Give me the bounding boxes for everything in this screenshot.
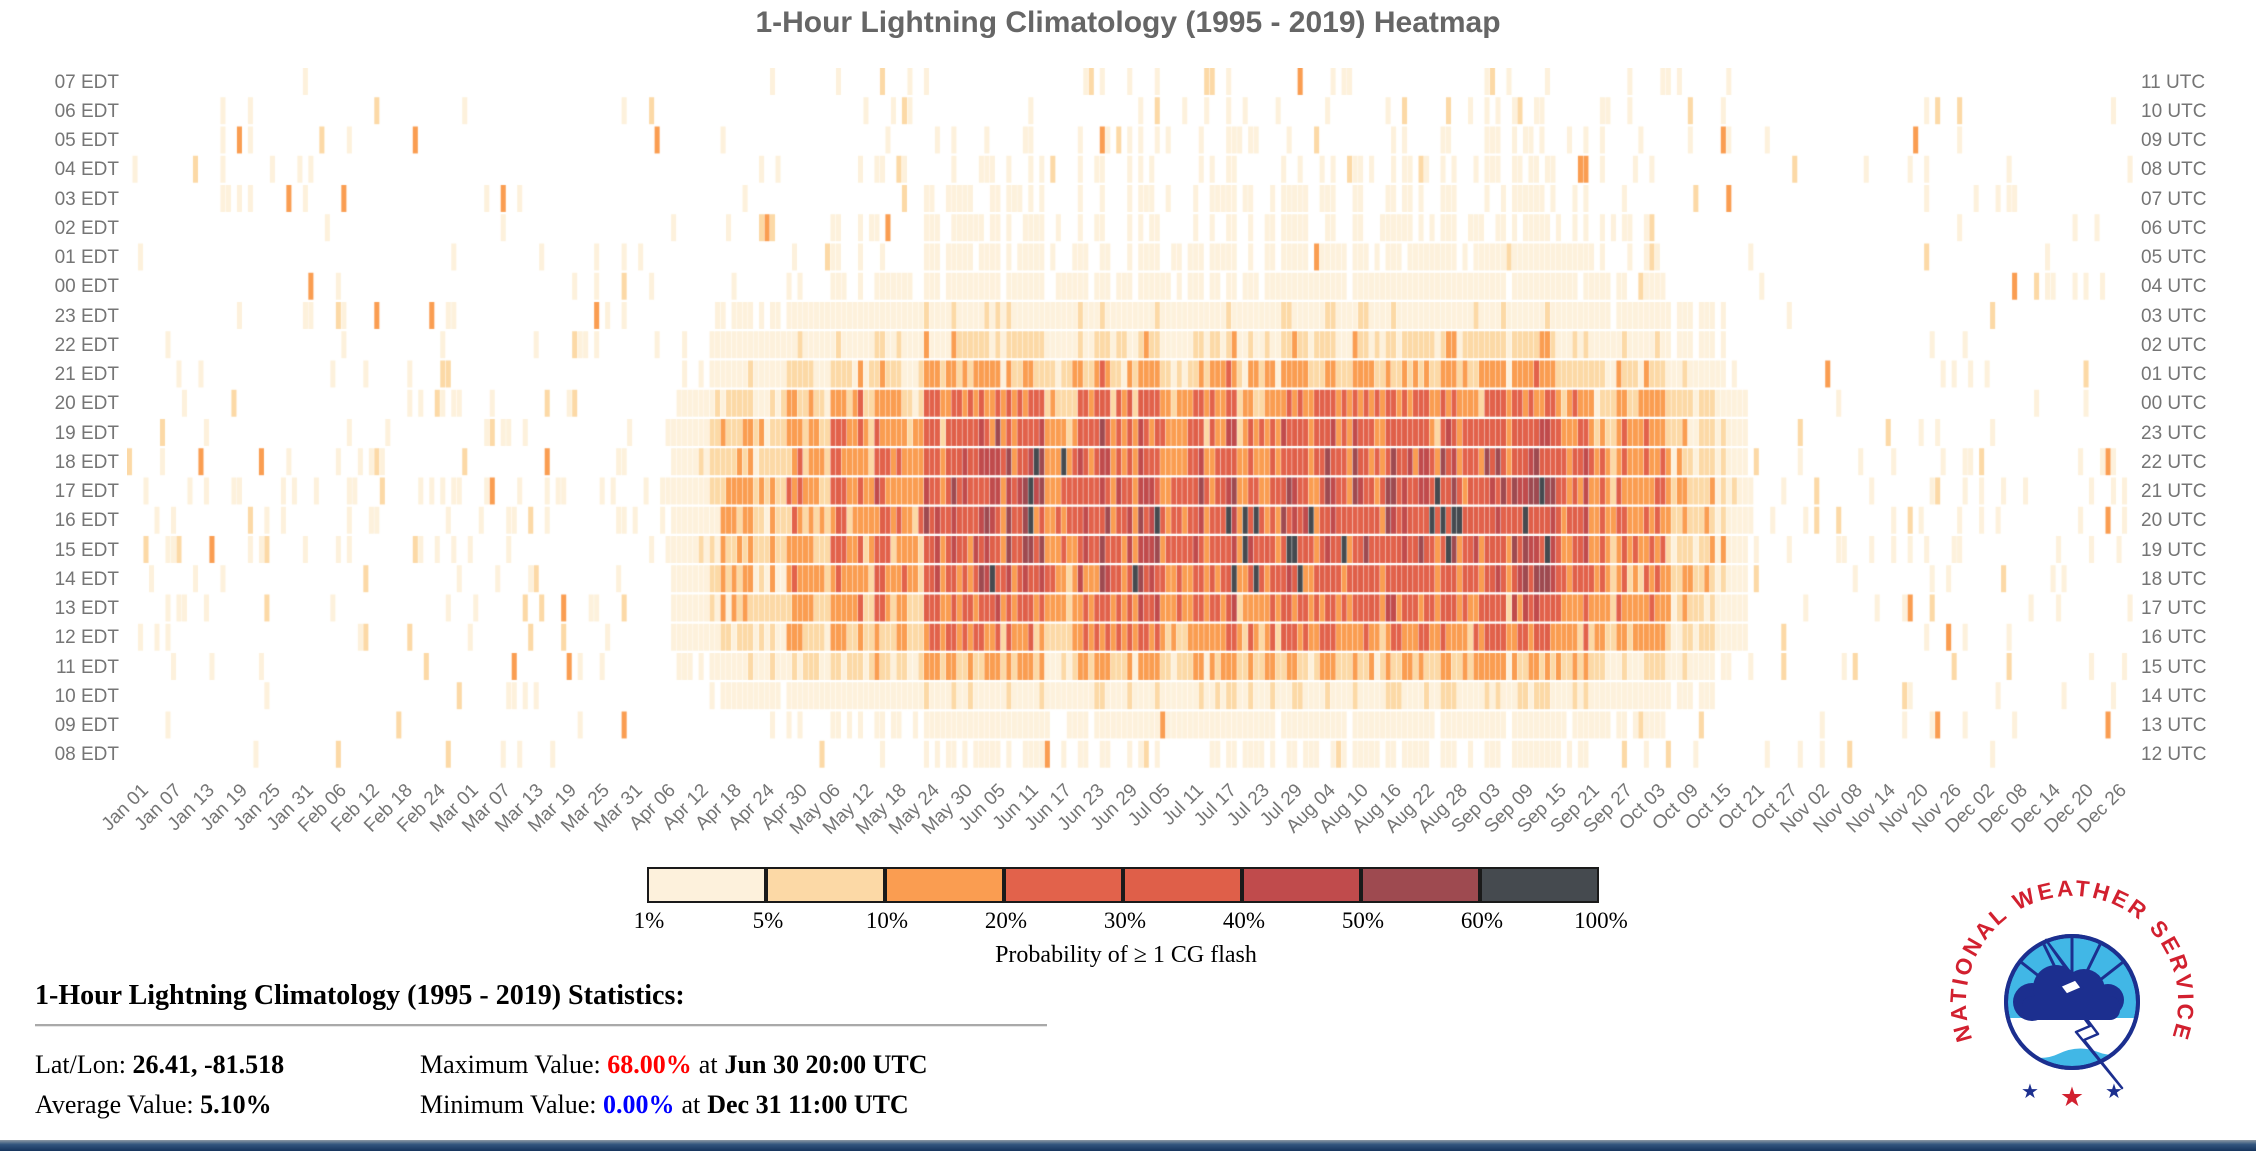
min-time: Dec 31 11:00 UTC [707, 1090, 909, 1119]
y-axis-label-utc: 03 UTC [2141, 305, 2207, 327]
y-axis-label-edt: 21 EDT [54, 364, 119, 386]
y-axis-label-edt: 14 EDT [54, 568, 119, 590]
legend-threshold-label: 100% [1574, 908, 1628, 933]
logo-star-right: ★ [2105, 1081, 2123, 1103]
y-axis-label-utc: 02 UTC [2141, 334, 2207, 356]
legend-threshold-label: 50% [1341, 908, 1385, 933]
legend-color-box [647, 867, 766, 903]
logo-wave-band [2008, 1018, 2136, 1058]
y-axis-label-utc: 05 UTC [2141, 247, 2207, 269]
legend-caption: Probability of ≥ 1 CG flash [995, 942, 1257, 968]
y-axis-label-utc: 16 UTC [2141, 627, 2207, 649]
legend-color-box [1242, 867, 1361, 903]
latlon-label: Lat/Lon: [35, 1050, 126, 1079]
y-axis-label-utc: 14 UTC [2141, 685, 2207, 707]
y-axis-label-utc: 19 UTC [2141, 539, 2207, 561]
y-axis-label-edt: 10 EDT [54, 685, 119, 707]
y-axis-label-utc: 15 UTC [2141, 656, 2207, 678]
legend-color-box [1123, 867, 1242, 903]
y-axis-label-utc: 09 UTC [2141, 130, 2207, 152]
y-axis-label-utc: 06 UTC [2141, 217, 2207, 239]
y-axis-label-utc: 11 UTC [2141, 71, 2206, 93]
chart-title: 1-Hour Lightning Climatology (1995 - 201… [755, 6, 1501, 39]
y-axis-label-utc: 22 UTC [2141, 451, 2207, 473]
legend-color-box [1361, 867, 1480, 903]
y-axis-label-edt: 09 EDT [54, 715, 119, 737]
y-axis-label-edt: 01 EDT [54, 247, 119, 269]
cloud-icon [2013, 965, 2124, 1021]
latlon-value: 26.41, -81.518 [132, 1050, 285, 1079]
y-axis-label-edt: 19 EDT [54, 422, 119, 444]
legend-color-box [1004, 867, 1123, 903]
logo-globe-ring [2004, 934, 2140, 1070]
y-axis-label-utc: 18 UTC [2141, 568, 2207, 590]
stats-divider [35, 1024, 1047, 1027]
y-axis-label-utc: 12 UTC [2141, 744, 2207, 766]
max-label: Maximum Value: [420, 1050, 601, 1079]
y-axis-label-edt: 03 EDT [54, 188, 119, 210]
max-stat: Maximum Value: 68.00% at Jun 30 20:00 UTC [420, 1050, 928, 1080]
min-stat: Minimum Value: 0.00% at Dec 31 11:00 UTC [420, 1090, 909, 1120]
legend-color-box [766, 867, 885, 903]
y-axis-label-edt: 12 EDT [54, 627, 119, 649]
avg-label: Average Value: [35, 1090, 194, 1119]
legend-threshold-label: 20% [984, 908, 1028, 933]
y-axis-label-utc: 01 UTC [2141, 364, 2207, 386]
y-axis-label-utc: 08 UTC [2141, 159, 2207, 181]
y-axis-label-edt: 05 EDT [54, 130, 119, 152]
legend-threshold-label: 10% [865, 908, 909, 933]
y-axis-label-edt: 08 EDT [54, 744, 119, 766]
y-axis-label-edt: 22 EDT [54, 334, 119, 356]
max-time: Jun 30 20:00 UTC [724, 1050, 928, 1079]
legend-threshold-label: 60% [1460, 908, 1504, 933]
logo-star-center: ★ [2060, 1082, 2084, 1112]
lightning-bolt-icon [2044, 938, 2124, 1090]
max-value: 68.00% [607, 1050, 692, 1079]
y-axis-label-utc: 13 UTC [2141, 715, 2207, 737]
latlon-stat: Lat/Lon: 26.41, -81.518 [35, 1050, 284, 1079]
y-axis-label-utc: 17 UTC [2141, 598, 2207, 620]
y-axis-label-edt: 13 EDT [54, 598, 119, 620]
stats-row-2: Average Value: 5.10% Minimum Value: 0.00… [35, 1090, 1435, 1120]
y-axis-label-edt: 16 EDT [54, 510, 119, 532]
legend-color-box [885, 867, 1004, 903]
y-axis-label-edt: 00 EDT [54, 276, 119, 298]
y-axis-label-utc: 10 UTC [2141, 100, 2207, 122]
min-at-word: at [681, 1090, 701, 1119]
y-axis-label-utc: 00 UTC [2141, 393, 2207, 415]
y-axis-label-utc: 20 UTC [2141, 510, 2207, 532]
heatmap-canvas [127, 68, 2133, 770]
y-axis-label-edt: 04 EDT [54, 159, 119, 181]
y-axis-label-edt: 15 EDT [54, 539, 119, 561]
min-label: Minimum Value: [420, 1090, 597, 1119]
y-axis-label-edt: 07 EDT [54, 71, 119, 93]
y-axis-label-edt: 02 EDT [54, 217, 119, 239]
stats-row-1: Lat/Lon: 26.41, -81.518 Maximum Value: 6… [35, 1050, 1435, 1080]
y-axis-label-edt: 18 EDT [54, 451, 119, 473]
y-axis-label-edt: 20 EDT [54, 393, 119, 415]
nws-logo: NATIONAL WEATHER SERVICE ★ ★ ★ [1946, 876, 2196, 1112]
bottom-bar [0, 1140, 2256, 1151]
avg-stat: Average Value: 5.10% [35, 1090, 272, 1119]
logo-star-left: ★ [2021, 1081, 2039, 1103]
max-at-word: at [698, 1050, 718, 1079]
y-axis-label-utc: 04 UTC [2141, 276, 2207, 298]
legend-color-box [1480, 867, 1599, 903]
legend-threshold-label: 5% [752, 908, 784, 933]
y-axis-label-edt: 06 EDT [54, 100, 119, 122]
stats-title: 1-Hour Lightning Climatology (1995 - 201… [35, 980, 685, 1011]
y-axis-label-utc: 07 UTC [2141, 188, 2207, 210]
y-axis-label-edt: 23 EDT [54, 305, 119, 327]
y-axis-label-utc: 21 UTC [2141, 481, 2207, 503]
legend-threshold-label: 30% [1103, 908, 1147, 933]
y-axis-label-edt: 17 EDT [54, 481, 119, 503]
y-axis-label-utc: 23 UTC [2141, 422, 2207, 444]
legend-threshold-label: 1% [633, 908, 665, 933]
legend-threshold-label: 40% [1222, 908, 1266, 933]
avg-value: 5.10% [200, 1090, 272, 1119]
y-axis-label-edt: 11 EDT [55, 656, 119, 678]
min-value: 0.00% [602, 1090, 675, 1119]
